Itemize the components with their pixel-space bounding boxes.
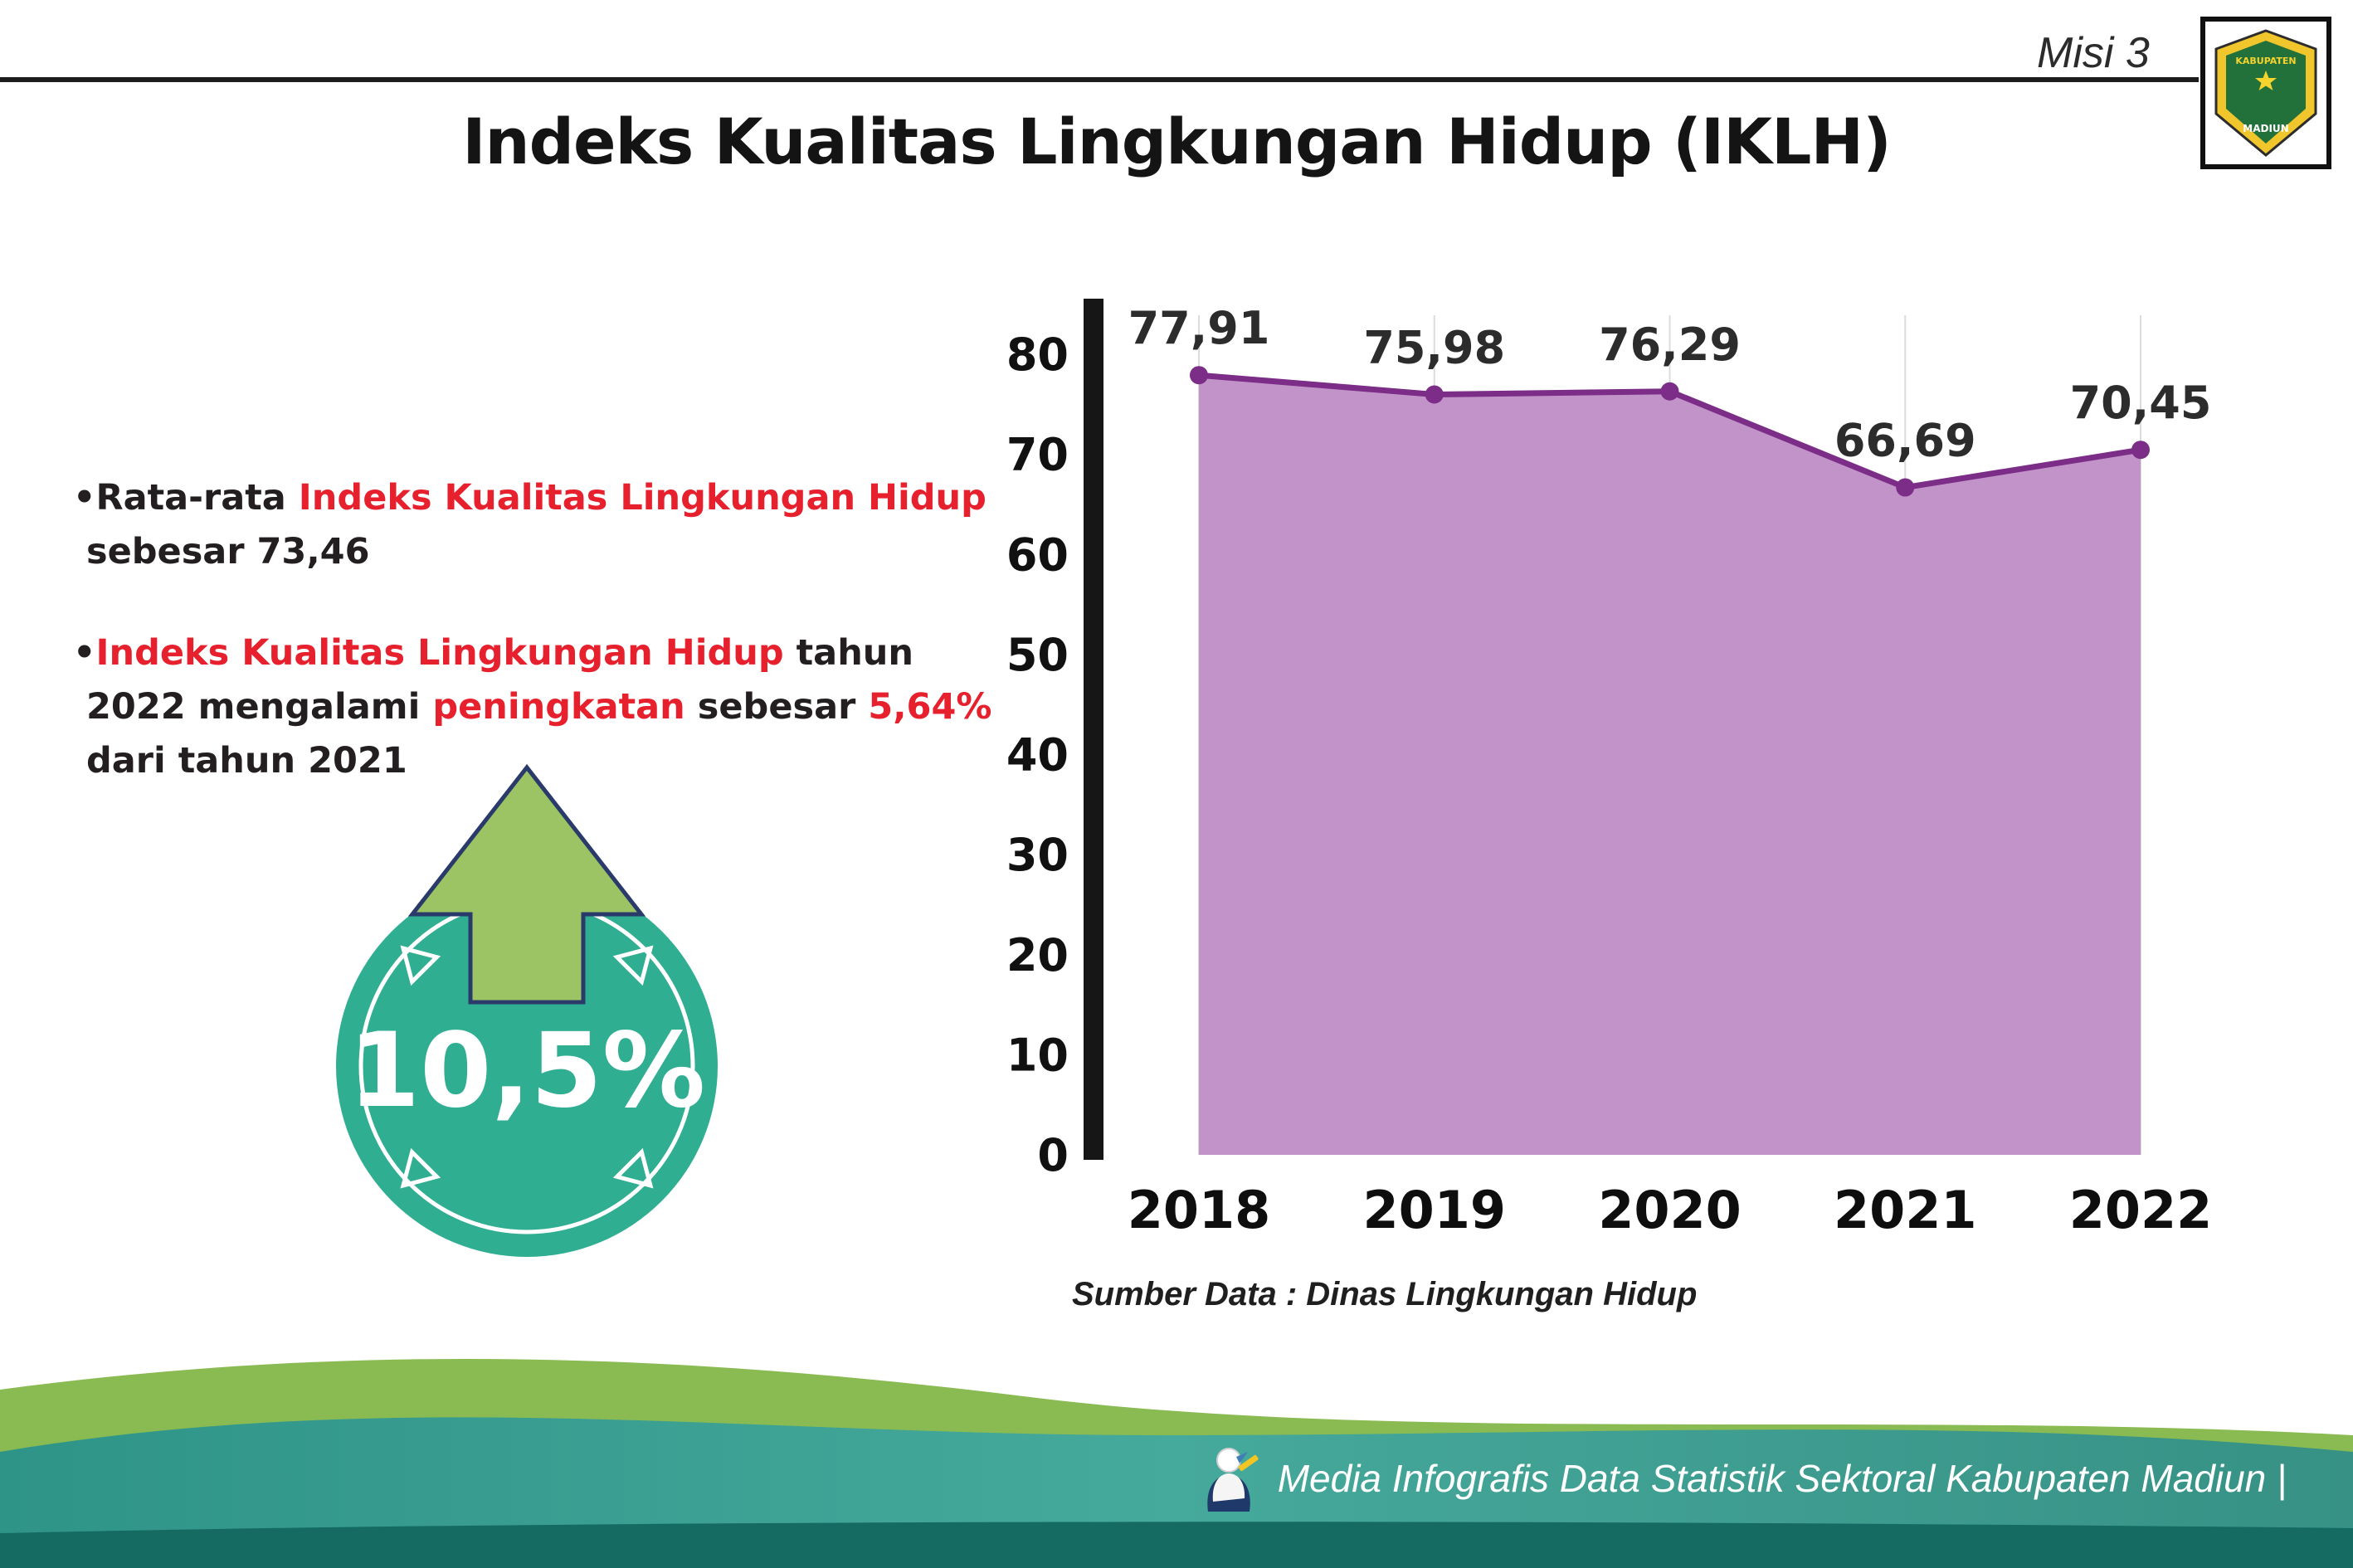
- x-axis-label: 2022: [2069, 1180, 2213, 1240]
- badge-tick-marks: [400, 945, 654, 1189]
- badge-triangle-icon: [612, 1147, 654, 1189]
- logo-bottom-text: MADIUN: [2243, 123, 2288, 134]
- badge-triangle-icon: [400, 1147, 441, 1189]
- bullet-glyph: •: [73, 477, 96, 519]
- bullet2-text-2: sebesar: [684, 686, 869, 728]
- chart-source-note: Sumber Data : Dinas Lingkungan Hidup: [1072, 1276, 1698, 1312]
- mascot-wing: [1235, 1452, 1248, 1463]
- mascot-torso: [1212, 1473, 1245, 1502]
- bullet-item-increase: •Indeks Kualitas Lingkungan Hidup tahun …: [73, 626, 1011, 789]
- badge-triangle-icon: [400, 945, 441, 986]
- bullet2-highlight-2: peningkatan: [432, 686, 685, 728]
- y-tick-label: 80: [1006, 329, 1069, 381]
- bullet1-highlight: Indeks Kualitas Lingkungan Hidup: [298, 477, 987, 519]
- increase-badge: 10,5%: [336, 763, 718, 1257]
- y-tick-label: 50: [1006, 629, 1069, 681]
- footer-text: Media Infografis Data Statistik Sektoral…: [1277, 1457, 2287, 1500]
- bullet-item-average: •Rata-rata Indeks Kualitas Lingkungan Hi…: [73, 471, 1011, 580]
- value-label: 77,91: [1128, 302, 1270, 354]
- bullet2-text-1: tahun 2022 mengalami: [86, 631, 914, 728]
- bullet-list: •Rata-rata Indeks Kualitas Lingkungan Hi…: [73, 471, 1011, 835]
- badge-triangle-icon: [612, 945, 654, 986]
- y-tick-label: 20: [1006, 929, 1069, 981]
- badge-circle: [336, 875, 718, 1257]
- footer-content: Media Infografis Data Statistik Sektoral…: [1196, 1444, 2287, 1513]
- y-tick-label: 10: [1006, 1029, 1069, 1081]
- logo-shield-inner: [2226, 41, 2306, 144]
- data-point: [1190, 366, 1208, 385]
- badge-value: 10,5%: [348, 1011, 705, 1131]
- y-axis-bar: [1084, 299, 1103, 1160]
- bullet2-highlight-1: Indeks Kualitas Lingkungan Hidup: [95, 631, 784, 674]
- footer-wave: [0, 1358, 2353, 1568]
- value-label: 70,45: [2070, 377, 2212, 429]
- footer-wave-dark: [0, 1522, 2353, 1568]
- mascot-icon: [1207, 1448, 1259, 1512]
- value-label: 66,69: [1834, 415, 1976, 467]
- y-tick-label: 40: [1006, 729, 1069, 782]
- chart-canvas: 0 10 20 30 40 50 60 70 80 77,91 2018 75,98 2019 76,29…: [1006, 299, 2213, 1240]
- bullet1-text-2: sebesar 73,46: [86, 531, 370, 573]
- bullet2-text-3: dari tahun 2021: [86, 740, 407, 782]
- bullet-glyph: •: [73, 631, 96, 674]
- x-axis-label: 2020: [1598, 1180, 1742, 1240]
- bullet1-text: Rata-rata: [95, 477, 299, 519]
- x-axis-label: 2021: [1834, 1180, 1977, 1240]
- y-tick-label: 70: [1006, 429, 1069, 481]
- data-point: [1425, 385, 1444, 404]
- x-axis-label: 2019: [1362, 1180, 1506, 1240]
- logo-top-text: KABUPATEN: [2235, 56, 2296, 66]
- y-tick-label: 30: [1006, 829, 1069, 881]
- kabupaten-madiun-logo: KABUPATEN MADIUN: [2214, 29, 2317, 157]
- logo-box: KABUPATEN MADIUN: [2200, 17, 2331, 169]
- logo-star-icon: [2255, 71, 2277, 90]
- y-tick-label: 0: [1037, 1129, 1069, 1181]
- mascot-head: [1215, 1448, 1241, 1473]
- header-rule: [0, 77, 2199, 82]
- page-title: Indeks Kualitas Lingkungan Hidup (IKLH): [462, 105, 1892, 178]
- footer: Media Infografis Data Statistik Sektoral…: [0, 1311, 2353, 1568]
- value-label: 76,29: [1599, 319, 1741, 371]
- x-axis-label: 2018: [1128, 1180, 1271, 1240]
- up-arrow-icon: [407, 763, 646, 1005]
- misi-label: Misi 3: [2037, 29, 2150, 77]
- value-label: 75,98: [1363, 321, 1505, 373]
- area-fill: [1199, 375, 2141, 1155]
- mascot-pencil: [1238, 1454, 1259, 1471]
- data-point: [1660, 382, 1679, 401]
- data-point: [2131, 441, 2150, 460]
- data-point: [1896, 478, 1915, 497]
- y-tick-label: 60: [1006, 528, 1069, 581]
- bullet2-highlight-3: 5,64%: [868, 686, 992, 728]
- iklh-area-chart: 0 10 20 30 40 50 60 70 80 77,91 2018 75,98 2019 76,29…: [1004, 292, 2298, 1387]
